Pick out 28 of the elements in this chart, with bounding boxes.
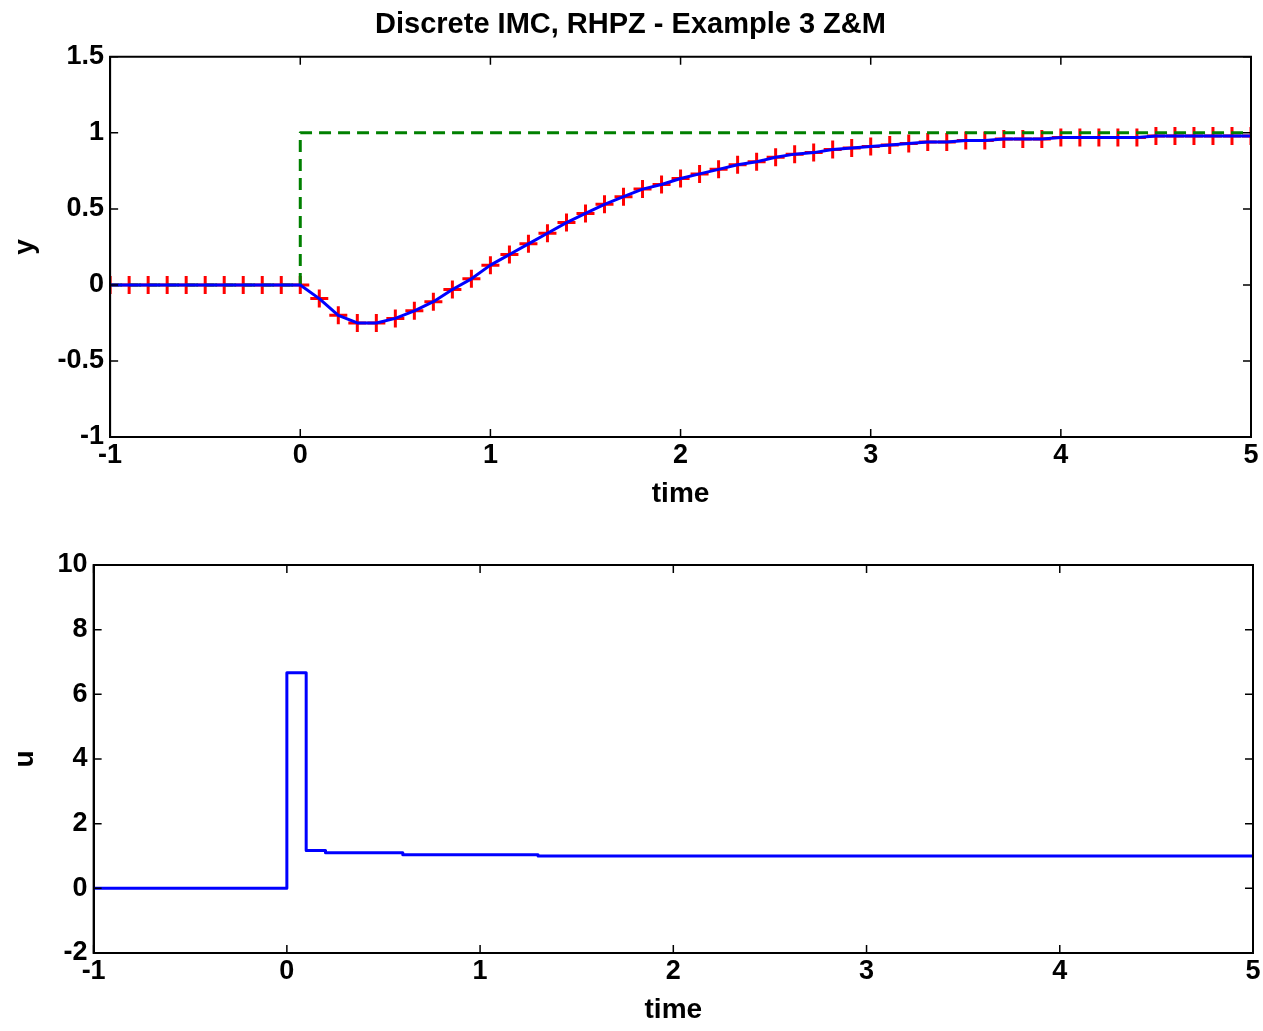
x-tick-label: 3 [863,438,879,469]
y-axis-title: y [7,238,39,255]
y-tick-label: 8 [72,613,88,644]
y-axis-title: u [7,750,39,768]
x-tick-label: 0 [279,954,295,985]
x-tick-label: 5 [1243,438,1259,469]
x-tick-label: 1 [472,954,488,985]
y-tick-label: 0.5 [66,192,105,223]
x-tick-label: 3 [859,954,875,985]
x-tick-label: 0 [292,438,308,469]
y-tick-label: 1 [89,116,105,147]
y-tick-label: -0.5 [57,344,105,375]
y-tick-label: 4 [72,742,88,773]
y-tick-label: 0 [72,871,88,902]
x-axis-title: time [651,476,710,508]
y-tick-label: 1.5 [66,40,105,71]
y-tick-label: 10 [57,548,88,579]
x-axis-title: time [644,992,703,1024]
x-tick-label: 4 [1052,954,1068,985]
x-tick-label: 2 [665,954,681,985]
x-tick-label: 1 [482,438,498,469]
x-tick-label: 5 [1245,954,1261,985]
y-tick-label: 6 [72,677,88,708]
chart-title: Discrete IMC, RHPZ - Example 3 Z&M [375,7,886,40]
x-tick-label: 4 [1053,438,1069,469]
y-tick-label: 0 [89,268,105,299]
x-tick-label: 2 [673,438,689,469]
y-tick-label: 2 [72,807,88,838]
